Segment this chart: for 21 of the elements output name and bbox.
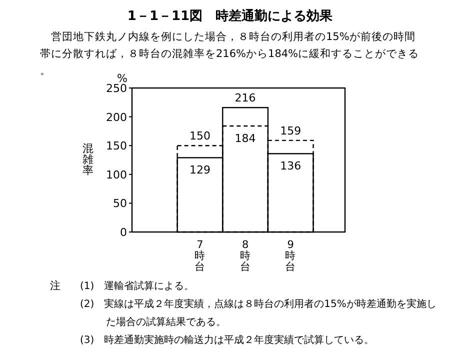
- chart-title: 1－1－11図 時差通勤による効果: [127, 8, 334, 24]
- x-tick-label: 7時台: [194, 239, 206, 273]
- y-axis-title: 混雑率: [82, 142, 94, 177]
- data-label: 184: [234, 132, 256, 146]
- text: (3) 時差通勤実施時の輸送力は平成２年度実績で試算している。: [80, 334, 374, 346]
- x-tick-label: 9時台: [285, 239, 296, 273]
- y-tick-label: 200: [106, 110, 127, 124]
- data-label: 129: [189, 164, 210, 177]
- text: 注: [50, 279, 61, 292]
- y-tick-label: 50: [113, 197, 127, 210]
- x-tick-label: 8時台: [240, 239, 251, 273]
- y-tick-label: 250: [106, 82, 127, 95]
- y-tick-label: 0: [120, 226, 127, 239]
- y-tick-label: 150: [106, 140, 127, 153]
- data-label: 159: [280, 124, 302, 138]
- y-tick-label: 100: [106, 168, 127, 182]
- data-label: 136: [280, 160, 302, 173]
- text: (2) 実線は平成２年度実績，点線は８時台の利用者の15%が時差通勤を実施した場合の試算結果である。: [80, 298, 436, 328]
- data-label: 216: [234, 92, 256, 105]
- data-label: 150: [189, 130, 210, 143]
- text: (1) 運輸省試算による。: [80, 280, 194, 292]
